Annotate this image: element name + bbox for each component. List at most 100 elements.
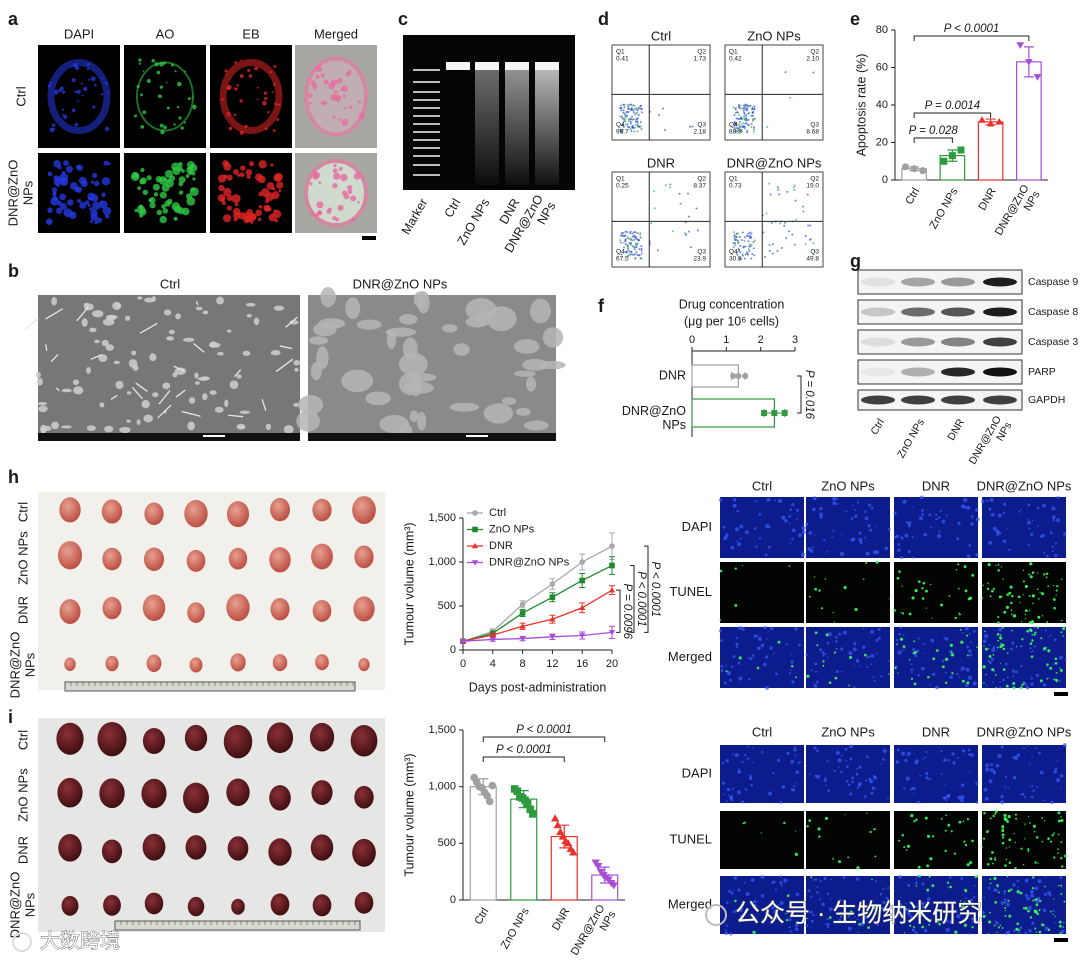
texture-dot xyxy=(1035,903,1039,907)
texture-dot xyxy=(74,90,78,94)
texture-dot xyxy=(998,531,1002,535)
texture-dot xyxy=(1002,626,1004,629)
flow-event xyxy=(736,232,739,235)
flow-event xyxy=(740,239,743,242)
flow-event xyxy=(627,118,630,121)
flow-event xyxy=(632,239,635,242)
flow-event xyxy=(770,221,773,224)
texture-dot xyxy=(1039,900,1042,903)
flow-event xyxy=(747,105,750,108)
texture-dot xyxy=(719,619,722,622)
texture-dot xyxy=(1012,614,1017,618)
x-tick-label: 8 xyxy=(520,658,526,670)
flow-event xyxy=(747,248,750,251)
flow-event xyxy=(635,111,638,114)
blot-band xyxy=(983,277,1017,287)
texture-dot xyxy=(822,654,825,657)
texture-dot xyxy=(1000,566,1003,568)
texture-dot xyxy=(315,74,320,79)
texture-blob xyxy=(194,381,200,385)
texture-dot xyxy=(928,513,932,517)
texture-dot xyxy=(1027,543,1030,546)
texture-dot xyxy=(62,90,66,94)
texture-dot xyxy=(997,754,1002,759)
texture-dot xyxy=(193,107,196,110)
flow-event xyxy=(634,113,637,116)
quadrant-name: Q1 xyxy=(729,49,738,56)
flow-event xyxy=(733,125,736,128)
texture-dot xyxy=(853,915,856,918)
flow-event xyxy=(630,242,633,245)
texture-dot xyxy=(725,929,727,932)
texture-dot xyxy=(1046,621,1049,624)
texture-dot xyxy=(718,498,723,502)
texture-dot xyxy=(276,118,280,121)
texture-dot xyxy=(738,656,742,660)
texture-dot xyxy=(1000,663,1002,665)
texture-dot xyxy=(896,748,900,752)
texture-dot xyxy=(1038,909,1041,912)
texture-dot xyxy=(1024,795,1027,799)
texture-blob xyxy=(131,350,137,356)
flow-event xyxy=(733,244,736,247)
texture-dot xyxy=(1045,576,1048,579)
texture-dot xyxy=(918,874,921,878)
texture-dot xyxy=(996,886,999,888)
texture-dot xyxy=(1060,818,1064,822)
texture-blob xyxy=(501,397,517,406)
texture-dot xyxy=(1038,930,1042,934)
texture-blob xyxy=(126,419,131,423)
tumour xyxy=(231,898,245,915)
data-point xyxy=(459,638,467,645)
texture-blob xyxy=(61,388,73,393)
bracket xyxy=(913,137,953,143)
panel-letter: h xyxy=(8,467,19,487)
texture-dot xyxy=(1049,531,1053,534)
row-label: DNR@ZnONPs xyxy=(8,632,38,699)
texture-dot xyxy=(941,659,945,663)
texture-blob xyxy=(413,291,427,308)
flow-event xyxy=(737,103,740,106)
texture-blob xyxy=(530,298,551,324)
flow-event xyxy=(735,251,738,254)
blot-band xyxy=(983,307,1017,317)
texture-dot xyxy=(986,830,989,833)
texture-dot xyxy=(813,576,816,578)
texture-dot xyxy=(866,666,869,669)
texture-dot xyxy=(1056,518,1061,523)
flow-event xyxy=(656,249,659,252)
texture-dot xyxy=(948,876,952,879)
texture-dot xyxy=(239,74,244,79)
texture-blob xyxy=(197,376,210,381)
blot-band xyxy=(861,307,895,317)
texture-dot xyxy=(982,639,987,644)
flow-event xyxy=(671,230,674,233)
texture-dot xyxy=(192,104,197,109)
texture-dot xyxy=(351,217,355,222)
texture-dot xyxy=(789,508,792,511)
texture-dot xyxy=(798,643,801,647)
texture-dot xyxy=(935,513,938,517)
texture-dot xyxy=(333,172,341,180)
texture-dot xyxy=(997,513,1002,518)
texture-blob xyxy=(515,407,531,416)
texture-dot xyxy=(992,526,997,531)
texture-blob xyxy=(37,402,48,406)
texture-dot xyxy=(988,647,990,650)
texture-dot xyxy=(1016,753,1021,757)
texture-dot xyxy=(938,530,941,533)
lane-label: DNR xyxy=(945,417,967,443)
texture-dot xyxy=(737,661,741,665)
texture-blob xyxy=(35,371,41,378)
tumour-photo xyxy=(38,718,385,932)
flow-event xyxy=(745,116,748,119)
texture-dot xyxy=(1028,822,1031,824)
texture-blob xyxy=(523,420,549,431)
texture-dot xyxy=(880,675,883,678)
texture-dot xyxy=(333,163,337,168)
texture-dot xyxy=(982,665,986,669)
texture-blob xyxy=(143,414,154,423)
texture-dot xyxy=(741,800,745,804)
texture-dot xyxy=(993,924,996,927)
texture-dot xyxy=(189,187,199,197)
